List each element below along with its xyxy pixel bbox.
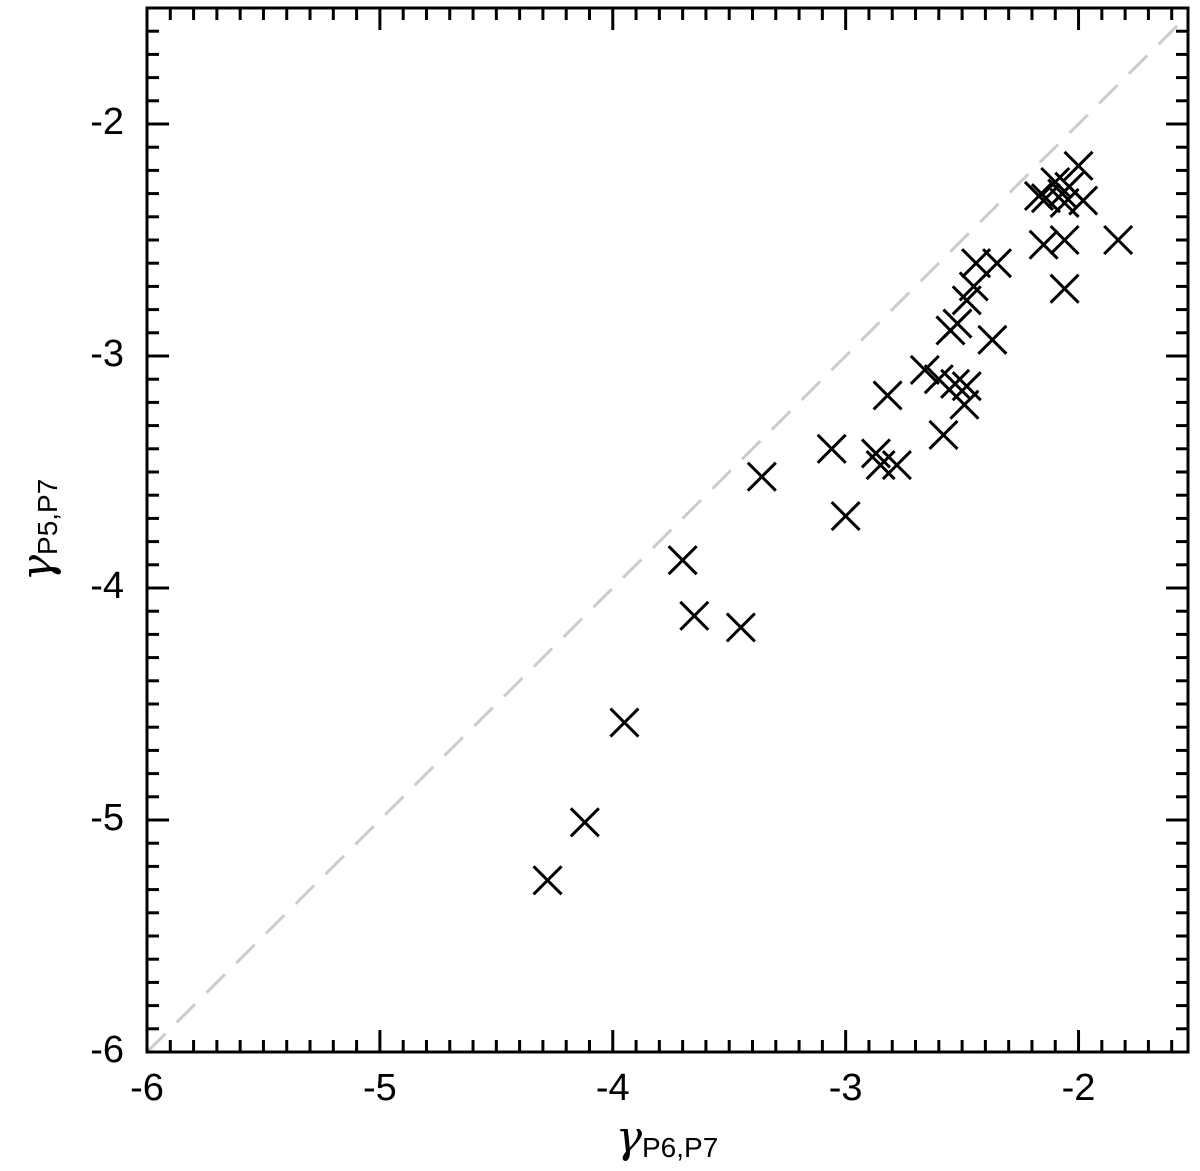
y-tick-label: -4 (90, 565, 124, 607)
y-label-subscript: P5,P7 (32, 479, 63, 555)
x-tick-label: -3 (829, 1067, 863, 1109)
point-marker (981, 248, 1013, 279)
point-marker (942, 308, 973, 339)
x-tick-label: -2 (1062, 1067, 1096, 1109)
plot-frame (145, 6, 1190, 1054)
point-marker (1068, 185, 1099, 216)
point-marker (949, 389, 980, 420)
point-marker (961, 248, 992, 279)
point-marker (951, 285, 982, 316)
x-label-symbol: γ (616, 1112, 643, 1163)
point-marker (1023, 180, 1055, 211)
x-label-subscript: P6,P7 (642, 1132, 718, 1163)
point-marker (569, 807, 600, 838)
y-tick-label: -3 (90, 333, 124, 375)
y-axis-label: γP5,P7 (12, 479, 64, 582)
y-tick-label: -2 (90, 101, 124, 143)
identity-line (147, 13, 1188, 1052)
point-marker (1028, 229, 1059, 260)
point-marker (609, 707, 640, 738)
point-marker (1049, 224, 1080, 256)
point-marker (977, 324, 1008, 355)
y-tick-label: -5 (90, 797, 124, 839)
point-marker (830, 501, 861, 532)
x-axis-label: γP6,P7 (616, 1112, 719, 1164)
y-tick-label: -6 (90, 1029, 124, 1071)
x-tick-label: -5 (363, 1067, 397, 1109)
point-marker (1049, 187, 1080, 218)
point-marker (1030, 183, 1062, 214)
y-label-symbol: γ (12, 554, 63, 581)
point-marker (1049, 273, 1080, 304)
point-marker (725, 612, 756, 643)
point-marker (923, 364, 954, 395)
point-marker (865, 449, 896, 481)
point-marker (881, 449, 912, 481)
point-marker (860, 438, 891, 469)
point-marker (816, 433, 847, 464)
point-marker (532, 865, 563, 896)
x-tick-label: -4 (596, 1067, 630, 1109)
point-marker (1063, 150, 1094, 181)
point-marker (940, 368, 971, 399)
point-marker (746, 461, 777, 492)
point-marker (1103, 224, 1134, 256)
point-marker (679, 600, 710, 631)
point-marker (667, 545, 698, 576)
point-marker (951, 371, 982, 402)
x-tick-label: -6 (130, 1067, 164, 1109)
point-marker (909, 354, 940, 385)
point-marker (872, 380, 903, 411)
point-marker (928, 419, 959, 450)
